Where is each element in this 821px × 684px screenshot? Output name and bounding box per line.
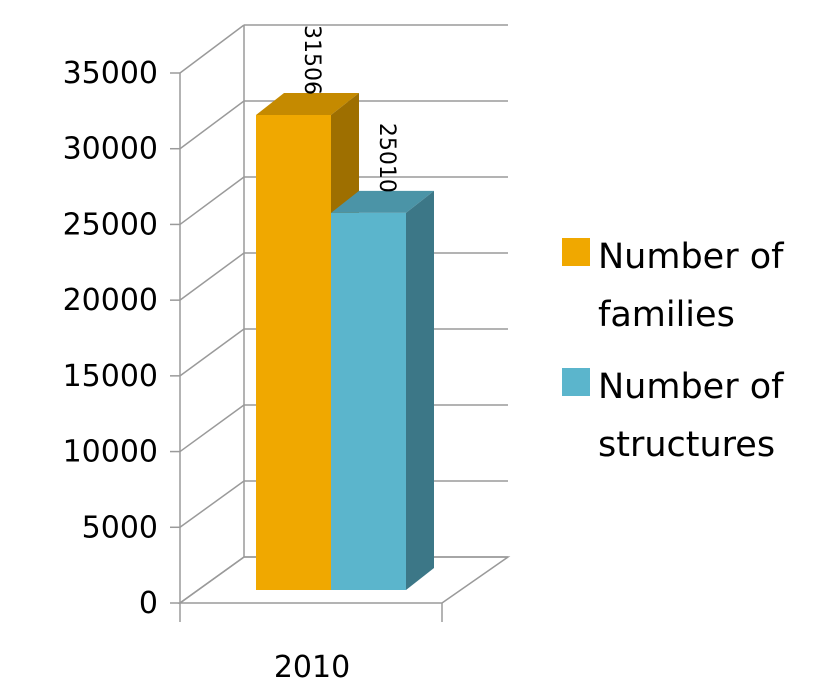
gridline-diagonal [179, 328, 245, 377]
y-tick-label: 15000 [63, 359, 158, 394]
bar-0 [256, 115, 331, 590]
bar-top-1 [331, 190, 434, 213]
x-tick-label: 2010 [274, 650, 350, 684]
legend-item-families: Number of families [562, 228, 821, 344]
legend-label-families: Number of families [598, 237, 784, 335]
data-label-1: 25010 [374, 123, 399, 193]
gridline-diagonal [179, 556, 245, 604]
y-tick-label: 25000 [63, 207, 158, 242]
gridline-diagonal [179, 252, 245, 301]
legend-item-structures: Number of structures [562, 358, 821, 474]
bar-side-1 [406, 190, 434, 591]
legend-swatch-families [562, 238, 590, 266]
gridline-diagonal [179, 404, 245, 453]
y-tick-label: 10000 [63, 435, 158, 470]
bar-1 [331, 212, 406, 591]
bar-top-0 [256, 93, 359, 115]
gridline-diagonal [179, 100, 245, 150]
legend: Number of families Number of structures [562, 228, 821, 488]
data-labels: 31506 25010 [299, 25, 399, 193]
gridline-diagonal [179, 24, 245, 74]
legend-label-structures: Number of structures [598, 367, 784, 465]
y-tick-label: 20000 [63, 283, 158, 318]
gridline-diagonal [179, 480, 245, 528]
y-axis-ticks: 0 5000 10000 15000 20000 25000 30000 35000 [63, 56, 158, 621]
gridline-diagonal [179, 176, 245, 226]
y-tick-label: 30000 [63, 132, 158, 167]
bars [256, 93, 434, 591]
data-label-0: 31506 [299, 25, 324, 95]
y-tick-label: 5000 [82, 510, 158, 545]
y-tick-label: 0 [139, 586, 158, 621]
legend-swatch-structures [562, 368, 590, 396]
y-tick-label: 35000 [63, 56, 158, 91]
